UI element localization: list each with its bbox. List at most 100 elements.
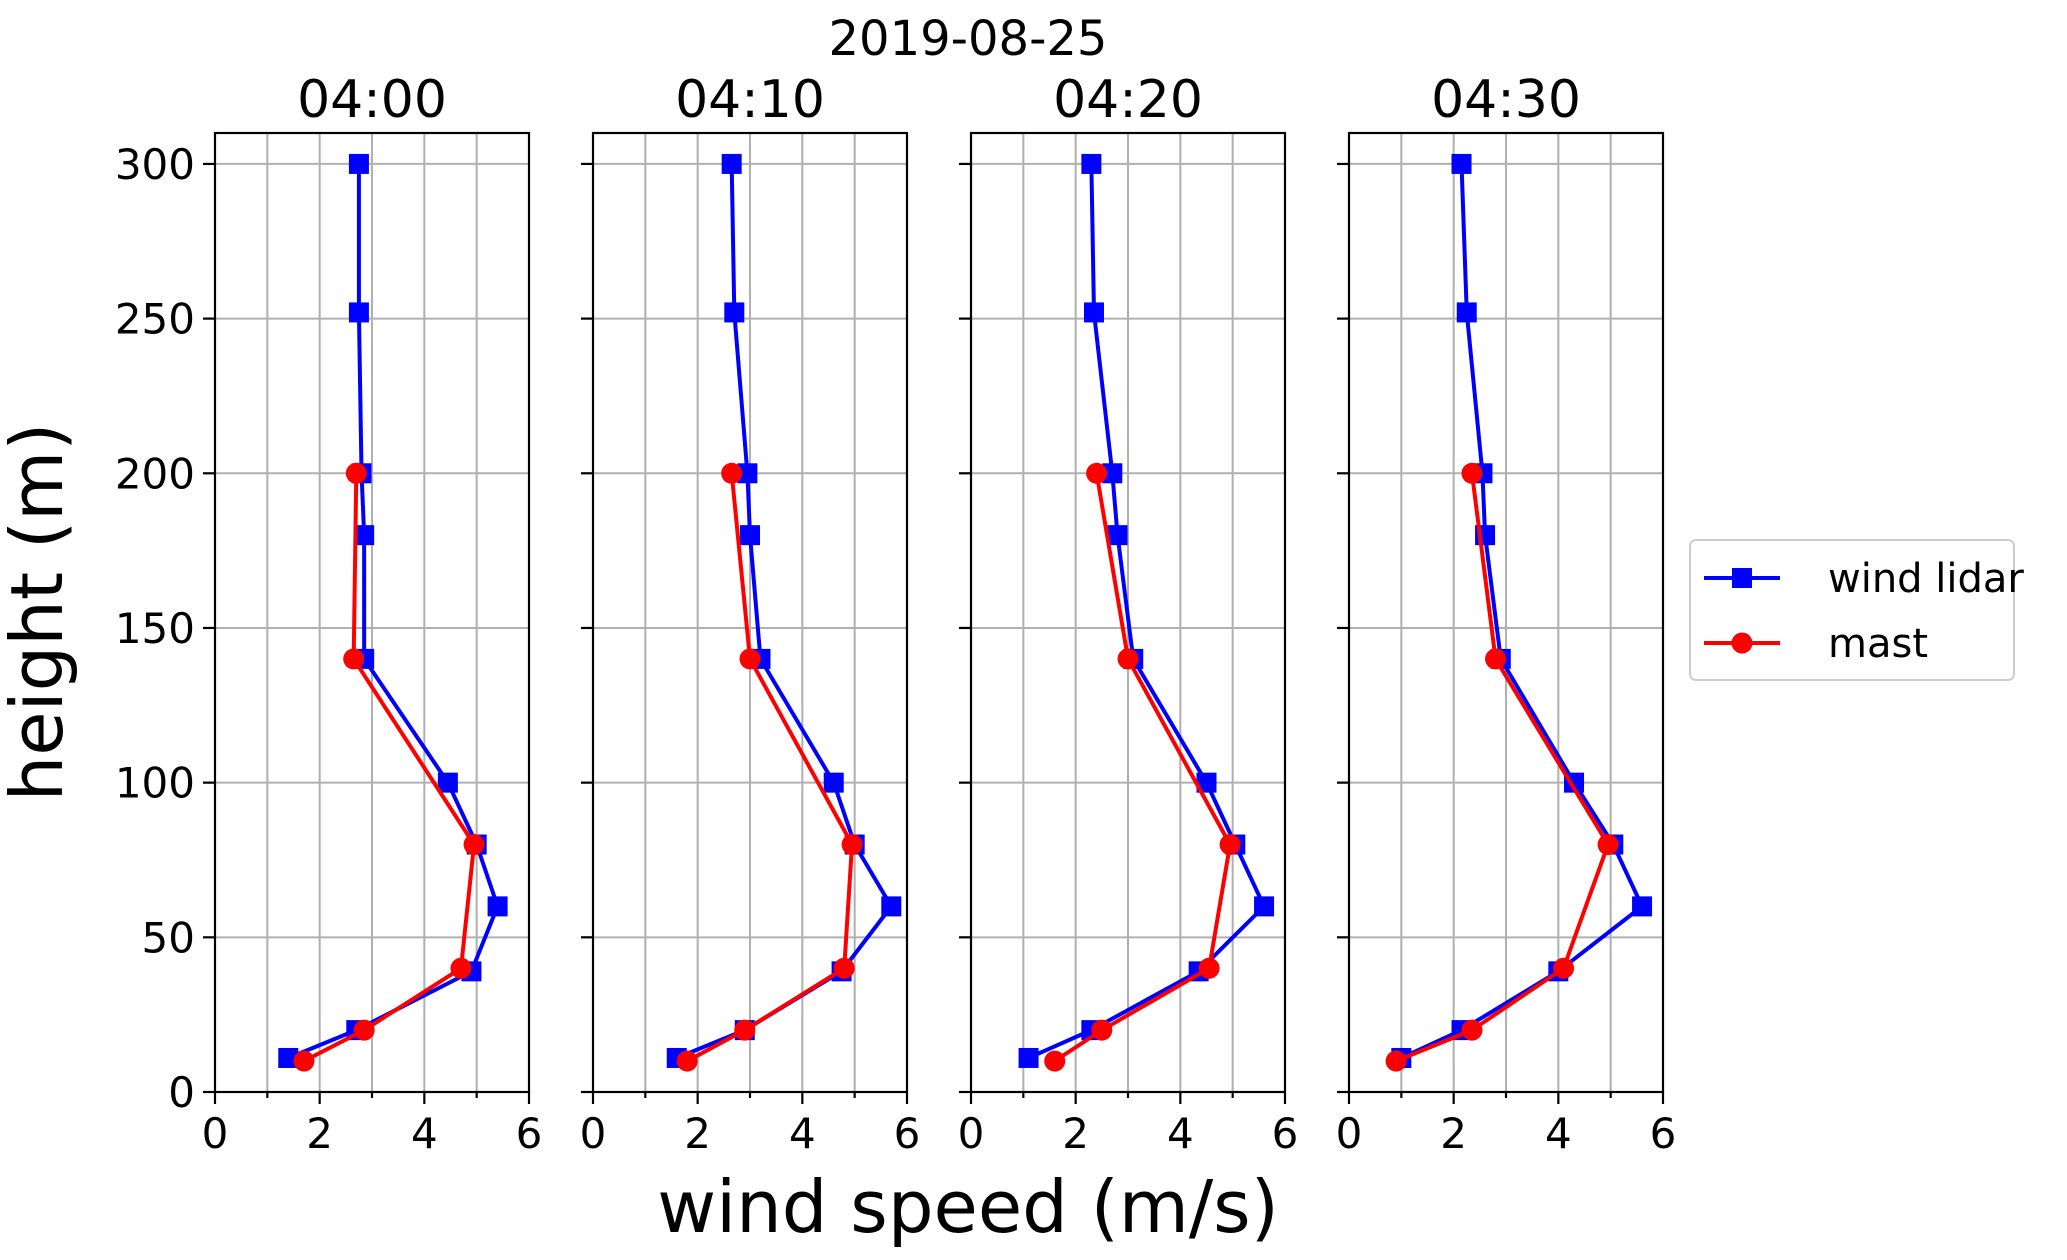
series-wind-lidar (666, 153, 902, 1068)
data-point (823, 772, 844, 793)
x-tick-label: 6 (1650, 1109, 1677, 1158)
series-line (686, 473, 855, 1063)
x-tick-label: 0 (202, 1109, 229, 1158)
legend-label: wind lidar (1828, 556, 2024, 602)
series-wind-lidar (1391, 153, 1653, 1068)
panel-title: 04:00 (297, 70, 447, 130)
x-tick-label: 0 (958, 1109, 985, 1158)
data-point (1553, 957, 1575, 979)
data-point (437, 772, 458, 793)
data-point (737, 463, 758, 484)
y-tick-label: 250 (115, 295, 195, 344)
data-point (354, 525, 375, 546)
x-tick-label: 6 (894, 1109, 921, 1158)
data-point (348, 302, 369, 323)
panel-04-20: 0 2 4 6 04:20 (958, 70, 1299, 1158)
data-point (463, 834, 485, 856)
series-line (1400, 163, 1645, 1060)
x-tick-label: 6 (516, 1109, 543, 1158)
data-point (739, 648, 761, 670)
data-point (1451, 153, 1472, 174)
panel-04-30: 0 2 4 6 04:30 (1336, 70, 1677, 1158)
series-line (1027, 163, 1267, 1060)
y-axis-label: height (m) (0, 423, 79, 802)
data-point (1597, 834, 1619, 856)
legend-entry-wind-lidar: wind lidar (1704, 556, 2024, 602)
data-point (487, 896, 508, 917)
data-point (353, 1019, 375, 1041)
panel-04-10: 0 2 4 6 04:10 (580, 70, 921, 1158)
series-mast (1385, 462, 1619, 1072)
panel-04-00: 0 2 4 6 0 50 100 150 200 250 300 04:00 (115, 70, 543, 1158)
x-tick-label: 4 (411, 1109, 438, 1158)
data-point (1456, 302, 1477, 323)
series-line (303, 473, 477, 1063)
data-point (1254, 896, 1275, 917)
x-tick-label: 0 (1336, 1109, 1363, 1158)
data-point (1018, 1047, 1039, 1068)
series-mast (676, 462, 863, 1072)
data-point (1461, 462, 1483, 484)
panel-title: 04:20 (1053, 70, 1203, 130)
data-point (1196, 772, 1217, 793)
x-tick-label: 0 (580, 1109, 607, 1158)
data-point (450, 957, 472, 979)
series-wind-lidar (278, 153, 508, 1068)
x-tick-label: 2 (1062, 1109, 1089, 1158)
data-point (740, 525, 760, 546)
x-tick-label: 6 (1272, 1109, 1299, 1158)
data-point (348, 153, 369, 174)
x-tick-label: 4 (1545, 1109, 1572, 1158)
legend-label: mast (1828, 621, 1928, 667)
panel-title: 04:30 (1431, 70, 1581, 130)
data-point (345, 462, 367, 484)
y-tick-label: 200 (115, 449, 195, 498)
x-tick-label: 2 (1440, 1109, 1467, 1158)
y-tick-label: 300 (115, 140, 195, 189)
series-mast (1044, 462, 1241, 1072)
data-point (1086, 462, 1108, 484)
x-axis-label: wind speed (m/s) (657, 1165, 1279, 1249)
legend-marker (1731, 632, 1753, 654)
series-mast (293, 462, 485, 1072)
data-point (293, 1050, 315, 1072)
data-point (734, 1019, 756, 1041)
data-point (833, 957, 855, 979)
data-point (1083, 302, 1104, 323)
data-point (1091, 1019, 1113, 1041)
data-point (881, 896, 902, 917)
data-point (721, 462, 743, 484)
x-tick-label: 2 (684, 1109, 711, 1158)
data-point (1044, 1050, 1066, 1072)
legend-entry-mast: mast (1704, 621, 1928, 667)
legend-marker (1732, 568, 1752, 588)
data-point (721, 153, 742, 174)
data-point (1102, 463, 1123, 484)
series-line (675, 163, 894, 1060)
data-point (1219, 834, 1241, 856)
x-tick-label: 4 (789, 1109, 816, 1158)
data-point (1117, 648, 1139, 670)
data-point (1385, 1050, 1407, 1072)
y-tick-label: 100 (115, 759, 195, 808)
data-point (1485, 648, 1507, 670)
series-line (1395, 473, 1611, 1063)
data-point (278, 1047, 299, 1068)
data-point (1107, 525, 1128, 546)
legend: wind lidar mast (1689, 539, 2024, 681)
data-point (1081, 153, 1102, 174)
figure-title: 2019-08-25 (829, 11, 1108, 67)
data-point (1632, 896, 1653, 917)
data-point (343, 648, 365, 670)
panel-title: 04:10 (675, 70, 825, 130)
series-wind-lidar (1018, 153, 1275, 1068)
y-tick-label: 50 (142, 913, 195, 962)
y-tick-label: 0 (168, 1068, 195, 1117)
data-point (724, 302, 745, 323)
x-tick-label: 2 (306, 1109, 333, 1158)
data-point (841, 834, 863, 856)
x-tick-label: 4 (1167, 1109, 1194, 1158)
data-point (676, 1050, 698, 1072)
